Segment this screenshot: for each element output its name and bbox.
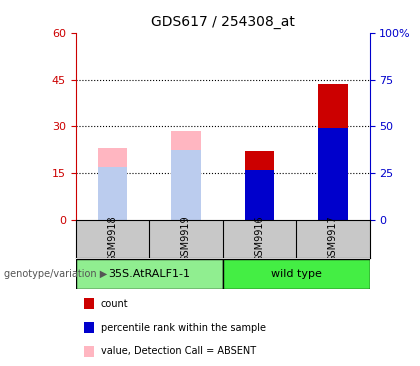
- Bar: [244, 170, 274, 220]
- Bar: [223, 259, 370, 288]
- Bar: [171, 150, 201, 220]
- Text: GSM9916: GSM9916: [255, 216, 264, 262]
- Text: genotype/variation ▶: genotype/variation ▶: [4, 269, 108, 279]
- Bar: [97, 167, 127, 220]
- Text: GSM9918: GSM9918: [108, 216, 117, 262]
- Text: value, Detection Call = ABSENT: value, Detection Call = ABSENT: [101, 346, 256, 356]
- Title: GDS617 / 254308_at: GDS617 / 254308_at: [151, 15, 294, 29]
- Bar: [76, 259, 223, 288]
- Bar: [171, 131, 201, 220]
- Text: count: count: [101, 299, 129, 309]
- Bar: [244, 151, 274, 220]
- Text: GSM9917: GSM9917: [328, 216, 338, 262]
- Bar: [97, 148, 127, 220]
- Text: GSM9919: GSM9919: [181, 216, 191, 262]
- Bar: [318, 84, 348, 220]
- Text: percentile rank within the sample: percentile rank within the sample: [101, 322, 266, 333]
- Bar: [318, 128, 348, 220]
- Text: wild type: wild type: [270, 269, 322, 279]
- Text: 35S.AtRALF1-1: 35S.AtRALF1-1: [108, 269, 190, 279]
